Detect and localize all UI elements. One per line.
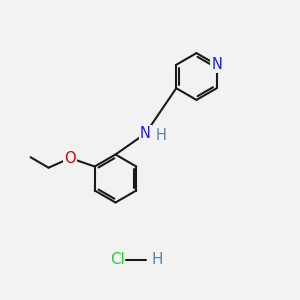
Text: H: H	[156, 128, 167, 143]
Text: O: O	[64, 151, 76, 166]
Text: H: H	[152, 252, 163, 267]
Text: N: N	[140, 126, 151, 141]
Text: Cl: Cl	[110, 252, 124, 267]
Text: N: N	[211, 57, 222, 72]
